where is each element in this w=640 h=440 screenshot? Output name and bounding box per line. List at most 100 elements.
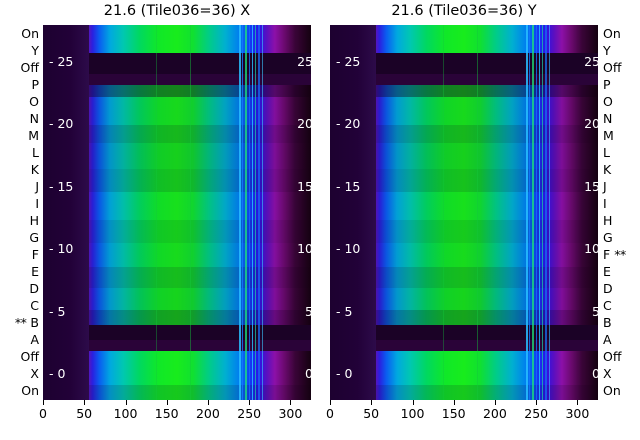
row-label-o-4: O bbox=[603, 94, 613, 109]
heatmap-stripe-2 bbox=[245, 25, 247, 400]
row-label-text: M bbox=[603, 127, 614, 143]
row-label-n-5: N bbox=[603, 111, 612, 126]
row-label-on-0: On bbox=[21, 26, 39, 41]
row-label-text: I bbox=[35, 195, 39, 211]
panel-title-x: 21.6 (Tile036=36) X bbox=[103, 3, 251, 19]
x-tick-label-200: 200 bbox=[195, 406, 220, 421]
heatmap-stripe-8 bbox=[190, 25, 192, 400]
row-label-text: I bbox=[603, 195, 607, 211]
row-label-text: H bbox=[603, 213, 613, 229]
x-tick-label-300: 300 bbox=[565, 406, 590, 421]
x-tick-mark-300 bbox=[577, 400, 579, 405]
y-tick-label-left-0: - 0 bbox=[49, 366, 66, 381]
y-tick-label-left-20: - 20 bbox=[49, 116, 74, 131]
heatmap-stripe-5 bbox=[255, 25, 257, 400]
x-tick-mark-200 bbox=[207, 400, 209, 405]
x-tick-mark-250 bbox=[249, 400, 251, 405]
heatmap-band-3 bbox=[330, 85, 598, 97]
row-label-text: Y bbox=[603, 42, 611, 58]
row-label-text: E bbox=[603, 264, 611, 280]
row-label-text: N bbox=[29, 110, 39, 126]
row-label-off-19: Off bbox=[603, 350, 621, 364]
x-tick-mark-50 bbox=[84, 400, 86, 405]
heatmap-panel-y[interactable]: - 0 0 - 5 5 - 10 10 - 15 15 - 20 20 - 25 25 bbox=[330, 25, 598, 400]
row-label-e-14: E bbox=[603, 265, 611, 279]
heatmap-band-11 bbox=[43, 266, 311, 288]
heatmap-separator-15 bbox=[43, 340, 311, 352]
y-tick-label-right-20: 20 bbox=[297, 116, 311, 131]
row-label-i-10: I bbox=[603, 195, 607, 211]
heatmap-separator-15 bbox=[330, 340, 598, 352]
row-label-text: Off bbox=[603, 59, 622, 75]
x-tick-mark-100 bbox=[412, 400, 414, 405]
row-label-text: Off bbox=[20, 349, 39, 365]
heatmap-stripe-7 bbox=[261, 25, 263, 400]
row-label-p-3: P bbox=[603, 77, 611, 92]
row-label-text: B bbox=[603, 315, 612, 331]
y-tick-label-left-5: - 5 bbox=[336, 303, 353, 319]
y-tick-label-left-25: - 25 bbox=[336, 53, 361, 69]
row-label-text: D bbox=[603, 281, 613, 297]
row-label-text: E bbox=[31, 264, 39, 280]
row-label-b-17: B bbox=[603, 316, 612, 330]
row-label-c-16: C bbox=[603, 299, 612, 313]
y-tick-label-left-5: - 5 bbox=[49, 303, 66, 319]
y-tick-label-right-15: 15 bbox=[297, 178, 311, 194]
x-tick-label-200: 200 bbox=[482, 406, 507, 421]
row-label-f-13: F bbox=[32, 248, 39, 262]
row-label-text: P bbox=[31, 76, 39, 92]
row-label-text: K bbox=[30, 161, 39, 177]
x-tick-label-150: 150 bbox=[154, 406, 179, 421]
row-label-m-6: M bbox=[28, 127, 39, 143]
row-label-d-15: D bbox=[603, 282, 613, 296]
x-tick-mark-0 bbox=[330, 400, 331, 405]
heatmap-band-3 bbox=[43, 85, 311, 97]
left-row-label-gutter: On Y Off P O N M L K J I H G F E D C ** B A Off X On bbox=[0, 25, 42, 400]
y-tick-label-left-10: - 10 bbox=[336, 241, 361, 256]
x-tick-label-250: 250 bbox=[524, 406, 549, 421]
y-tick-label-right-25: 25 bbox=[297, 53, 311, 69]
row-label-k-8: K bbox=[603, 162, 611, 177]
x-tick-mark-250 bbox=[536, 400, 538, 405]
heatmap-band-5 bbox=[330, 125, 598, 144]
heatmap-panel-x[interactable]: - 0 0 - 5 5 - 10 10 - 15 15 - 20 20 - 25 25 bbox=[43, 25, 311, 400]
y-tick-label-right-5: 5 bbox=[305, 303, 311, 319]
row-label-text: On bbox=[603, 25, 621, 41]
x-tick-label-250: 250 bbox=[237, 406, 262, 421]
x-tick-label-0: 0 bbox=[326, 406, 334, 421]
heatmap-separator-1 bbox=[330, 53, 598, 74]
heatmap-separator-2 bbox=[330, 73, 598, 85]
heatmap-stripe-1 bbox=[242, 25, 244, 400]
x-tick-mark-300 bbox=[290, 400, 292, 405]
heatmap-stripe-8 bbox=[477, 25, 479, 400]
row-label-text: C bbox=[30, 298, 39, 314]
row-label-k-8: K bbox=[30, 161, 39, 177]
heatmap-stripe-3 bbox=[248, 25, 250, 400]
row-label-text: H bbox=[29, 213, 39, 229]
y-tick-label-right-10: 10 bbox=[297, 241, 311, 256]
row-label-a-18: A bbox=[603, 333, 612, 347]
row-label-text: A bbox=[603, 332, 612, 348]
row-label-l-7: L bbox=[32, 145, 39, 160]
x-tick-label-50: 50 bbox=[76, 406, 93, 421]
row-label-m-6: M bbox=[603, 127, 614, 143]
heatmap-band-13 bbox=[330, 310, 598, 325]
row-label-h-11: H bbox=[603, 214, 612, 228]
row-label-off-2: Off bbox=[21, 60, 39, 75]
panel-title-y: 21.6 (Tile036=36) Y bbox=[391, 3, 537, 19]
row-label-text: On bbox=[603, 383, 621, 399]
row-label-off-2: Off bbox=[603, 59, 622, 75]
row-label-text: J bbox=[35, 178, 39, 194]
y-tick-label-right-20: 20 bbox=[584, 116, 598, 131]
y-tick-label-right-0: 0 bbox=[592, 366, 598, 381]
row-label-text: M bbox=[28, 127, 39, 143]
row-label-text: B bbox=[30, 315, 39, 331]
heatmap-stripe-9 bbox=[155, 25, 157, 400]
x-tick-label-150: 150 bbox=[441, 406, 466, 421]
row-label-o-4: O bbox=[29, 94, 39, 109]
row-label-text: G bbox=[603, 230, 613, 246]
heatmap-band-7 bbox=[330, 169, 598, 192]
heatmap-band-13 bbox=[43, 310, 311, 325]
row-label-d-15: D bbox=[29, 282, 39, 296]
row-label-g-12: G bbox=[29, 231, 39, 245]
